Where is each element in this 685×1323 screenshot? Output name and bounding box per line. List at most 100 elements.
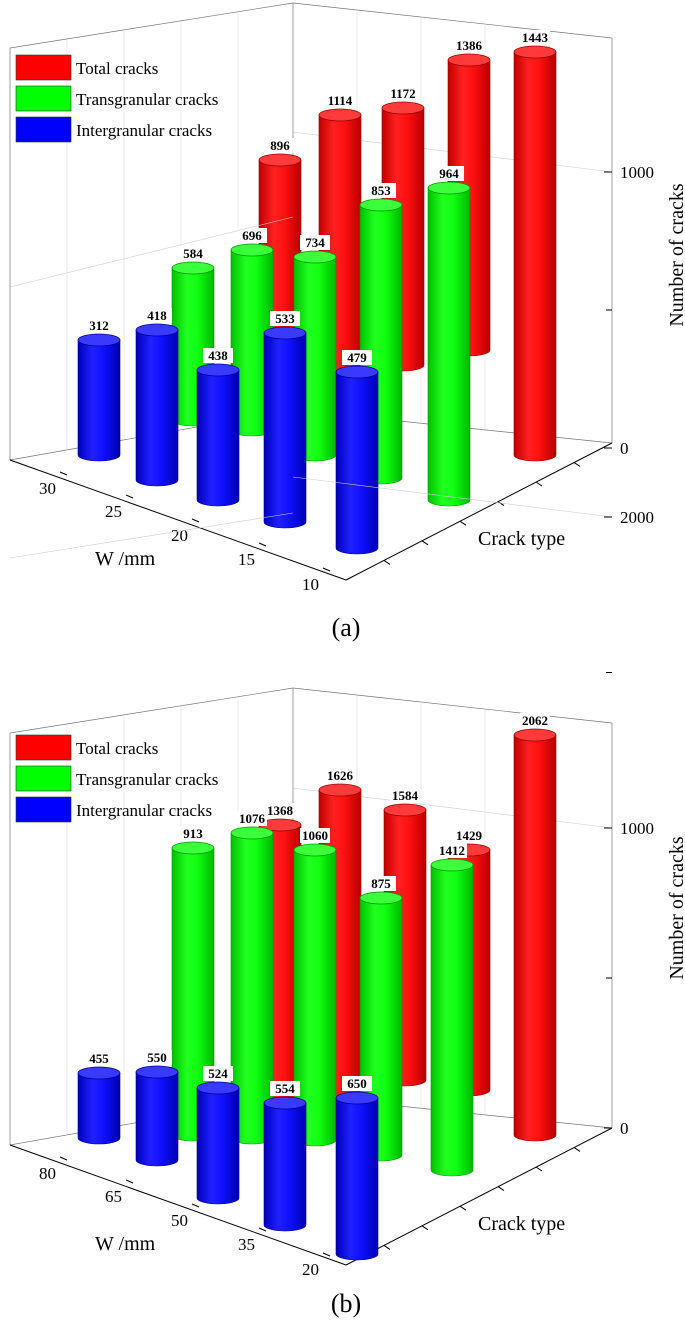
bar-label: 418 [147,308,167,323]
bar-total-cracks-10: 1443 [513,30,557,462]
bar-top [318,783,362,797]
bar-label: 734 [305,235,325,250]
x-tick [59,471,68,476]
bar-top [447,53,491,67]
axis-line [9,1144,347,1266]
axis-line [345,1127,613,1266]
bar-body [513,51,557,462]
bar-body [135,1071,179,1167]
panel-caption: (b) [331,1289,361,1318]
bar-intergranular-cracks-10: 479 [335,350,379,555]
bar-label: 524 [208,1066,228,1081]
x-tick-label: 35 [238,1235,255,1254]
bar-top [335,365,379,379]
z-tick-label: 1000 [620,819,654,838]
bar-label-bg [178,826,208,841]
legend-label: Intergranular cracks [76,121,212,140]
bar-label: 696 [242,228,262,243]
legend-swatch [15,734,72,761]
bar-intergranular-cracks-25: 418 [135,308,179,487]
bar-top [196,363,240,377]
bar-transgranular-cracks-50: 1060 [293,828,337,1147]
bar-label: 1429 [456,828,483,843]
bar-label: 584 [183,246,203,261]
bar-label: 455 [89,1051,109,1066]
y-tick [535,1166,543,1172]
axis-line [9,687,294,734]
bar-intergranular-cracks-50: 524 [196,1066,240,1205]
bar-label: 533 [275,311,295,326]
x-tick [322,567,331,572]
bar-label-bg [270,1081,300,1096]
bar-transgranular-cracks-65: 1076 [230,811,274,1145]
bar-intergranular-cracks-30: 312 [77,318,121,462]
bar-label: 964 [439,166,459,181]
bar-label: 2062 [522,713,548,728]
bar-label-bg [366,183,396,198]
y-tick [383,559,391,565]
bar-label-bg [84,318,114,333]
z-tick-label: 1000 [620,163,654,182]
gridline [9,216,294,288]
bar-top [430,858,474,872]
bar-label-bg [342,350,372,365]
bar-body [196,369,240,507]
x-tick [191,1203,200,1208]
bar-label-bg [520,713,550,728]
axis-line [9,459,347,581]
y-tick [459,1205,467,1211]
x-tick [322,1252,331,1257]
bar-top [359,198,403,212]
bar-body [427,187,471,507]
bar-label: 1626 [327,768,354,783]
x-tick [59,1156,68,1161]
bar-label: 1386 [456,38,483,53]
y-tick [421,1225,429,1231]
bar-label-bg [265,803,295,818]
bar-body [135,329,179,487]
bar-intergranular-cracks-20: 438 [196,348,240,507]
bar-label: 1412 [439,843,465,858]
x-tick-label: 80 [39,1164,56,1183]
bar-top [513,728,557,742]
bar-label: 913 [183,826,203,841]
bar-top [263,1096,307,1110]
bars: 1368 1626 1584 1429 2062 913 1076 1060 875 1412 45… [77,713,557,1261]
bar-intergranular-cracks-65: 550 [135,1050,179,1167]
legend-label: Total cracks [76,59,158,78]
legend-label: Total cracks [76,739,158,758]
bar-label-bg [366,876,396,891]
bar-intergranular-cracks-80: 455 [77,1051,121,1145]
bar-transgranular-cracks-20: 1412 [430,843,474,1177]
bar-intergranular-cracks-20: 650 [335,1076,379,1261]
legend-label: Transgranular cracks [76,90,218,109]
x-tick [125,494,134,499]
bar-label: 875 [371,876,391,891]
x-tick-label: 25 [105,502,122,521]
bar-label-bg [454,38,484,53]
x-tick-label: 30 [39,479,56,498]
x-tick-label: 65 [105,1187,122,1206]
bar-label: 1584 [392,788,419,803]
bar-top [77,333,121,347]
x-tick [258,1227,267,1232]
bar-label-bg [437,843,467,858]
bar-top [135,323,179,337]
axis-line [345,442,613,581]
z-axis-title: Number of cracks [666,183,685,326]
bar-intergranular-cracks-35: 554 [263,1081,307,1232]
bar-label: 1060 [302,828,328,843]
x-tick [258,542,267,547]
y-tick [497,501,505,507]
bar-label: 853 [371,183,391,198]
bar-label-bg [325,768,355,783]
z-tick-label: 0 [620,439,629,458]
bar-top [293,843,337,857]
legend-swatch [15,796,72,823]
x-tick-label: 20 [171,526,188,545]
x-tick-label: 10 [302,575,319,594]
legend: Total cracks Transgranular cracks Intergra… [15,734,218,823]
bar-top [335,1091,379,1105]
bar-top [171,261,215,275]
y-tick [459,520,467,526]
